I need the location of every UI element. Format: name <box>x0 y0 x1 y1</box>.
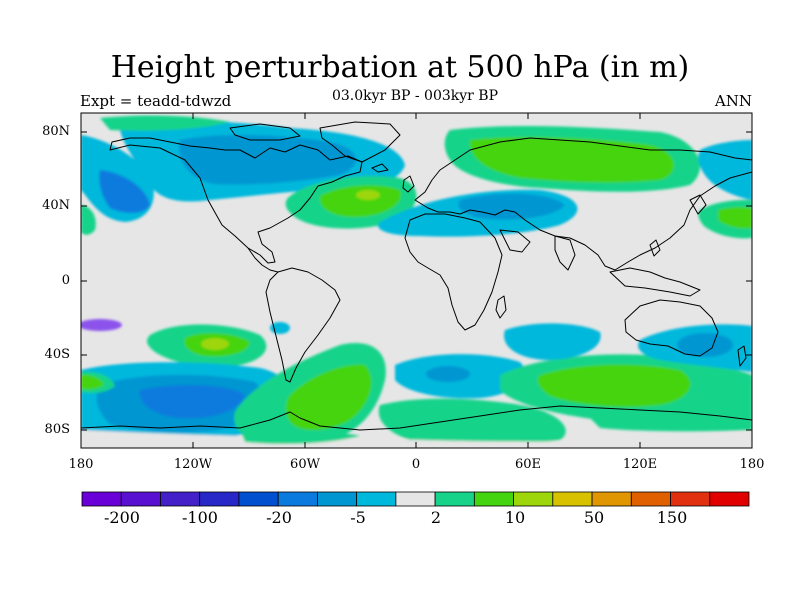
map-area <box>81 113 752 448</box>
lon-label-180e: 180 <box>739 457 765 472</box>
coast-australia <box>624 299 719 357</box>
coast-india <box>554 235 576 271</box>
lat-label-80n: 80N <box>42 124 70 139</box>
contour-natl-pos2 <box>319 185 401 218</box>
colorbar-label: -5 <box>350 508 366 527</box>
map-subtitle: 03.0kyr BP - 003kyr BP <box>331 88 498 104</box>
axis-ticks <box>81 113 752 448</box>
colorbar-label: 10 <box>504 508 526 527</box>
contour-spac-purple <box>81 319 122 331</box>
lon-label-60w: 60W <box>290 457 320 472</box>
colorbar-swatch <box>473 491 514 507</box>
lon-label-60e: 60E <box>514 457 542 472</box>
coast-eurasia <box>414 137 752 271</box>
colorbar-swatch <box>709 491 750 507</box>
colorbar-swatch <box>120 491 161 507</box>
colorbar-label: 150 <box>656 508 688 527</box>
colorbar-swatch <box>238 491 279 507</box>
coast-uk <box>402 175 415 193</box>
coast-greenland <box>319 121 401 163</box>
contour-sio-pos2 <box>537 364 691 407</box>
coast-south-america <box>265 267 341 383</box>
contour-ant-pos2 <box>590 412 752 432</box>
contour-spac-pos3 <box>201 338 229 350</box>
contour-sw-pos2 <box>81 374 104 390</box>
colorbar-label: -200 <box>104 508 140 527</box>
contour-natl-pos3 <box>356 190 380 200</box>
contour-satl-pos2 <box>285 364 372 431</box>
lon-label-0: 0 <box>411 457 421 472</box>
colorbar-label: 50 <box>583 508 605 527</box>
coast-iceland <box>371 163 389 173</box>
season-label: ANN <box>714 92 752 110</box>
contour-aus-neg2 <box>677 333 733 357</box>
lon-label-120w: 120W <box>173 457 213 472</box>
colorbar-swatch <box>630 491 671 507</box>
contour-pac-neg2 <box>99 170 150 213</box>
map-title: Height perturbation at 500 hPa (in m) <box>110 50 690 85</box>
contour-eur-pos2 <box>469 137 674 183</box>
coast-africa <box>404 213 503 331</box>
coast-new-zealand <box>737 345 747 367</box>
coast-philippines <box>649 239 661 257</box>
contour-wpac-pos <box>81 205 96 235</box>
colorbar-label: -20 <box>266 508 292 527</box>
coast-antarctica <box>81 405 752 431</box>
lon-label-180w: 180 <box>68 457 94 472</box>
contour-wp-pos2 <box>718 207 752 229</box>
contour-epac-neg <box>698 140 752 200</box>
coast-japan <box>689 194 707 215</box>
colorbar-swatch <box>356 491 397 507</box>
lat-label-40n: 40N <box>42 198 70 213</box>
lon-label-120e: 120E <box>622 457 658 472</box>
contour-sopac-neg3 <box>139 385 245 419</box>
colorbar-swatch <box>395 491 436 507</box>
experiment-label: Expt = teadd-tdwzd <box>80 92 232 110</box>
colorbar-swatch <box>317 491 358 507</box>
coast-arctic-islands <box>229 123 301 141</box>
contour-arctic-pos <box>100 115 230 131</box>
colorbar-swatch <box>199 491 240 507</box>
colorbar-swatch <box>670 491 711 507</box>
contour-io-neg2 <box>426 366 470 382</box>
colorbar <box>81 491 750 507</box>
contour-antarctic-bg <box>81 430 752 448</box>
colorbar-swatch <box>434 491 475 507</box>
coast-indonesia <box>609 267 701 297</box>
coast-madagascar <box>495 295 507 319</box>
contour-na-neg2 <box>179 134 357 185</box>
coast-north-america <box>109 137 363 264</box>
colorbar-swatch <box>277 491 318 507</box>
coast-central-america <box>247 247 279 273</box>
colorbar-swatch <box>591 491 632 507</box>
lat-label-40s: 40S <box>44 347 70 362</box>
lat-label-0: 0 <box>61 273 70 288</box>
coast-arabia <box>499 229 531 253</box>
coastlines <box>81 121 752 431</box>
colorbar-swatch <box>513 491 554 507</box>
colorbar-swatch <box>160 491 201 507</box>
contour-sio-neg <box>504 323 601 360</box>
colorbar-swatch <box>81 491 122 507</box>
colorbar-label: 2 <box>430 508 442 527</box>
colorbar-label: -100 <box>182 508 218 527</box>
lat-label-80s: 80S <box>44 422 70 437</box>
colorbar-swatch <box>552 491 593 507</box>
contour-ant-pos <box>240 429 360 444</box>
